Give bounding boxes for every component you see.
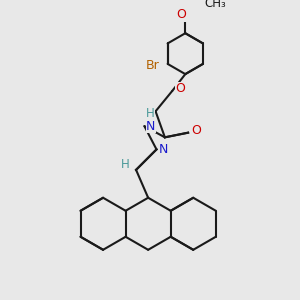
Text: N: N: [146, 120, 156, 133]
Text: Br: Br: [146, 59, 160, 72]
Text: H: H: [121, 158, 129, 171]
Text: H: H: [146, 107, 154, 120]
Text: O: O: [176, 82, 186, 95]
Text: O: O: [191, 124, 201, 137]
Text: O: O: [177, 8, 187, 21]
Text: CH₃: CH₃: [204, 0, 226, 10]
Text: N: N: [158, 143, 168, 156]
